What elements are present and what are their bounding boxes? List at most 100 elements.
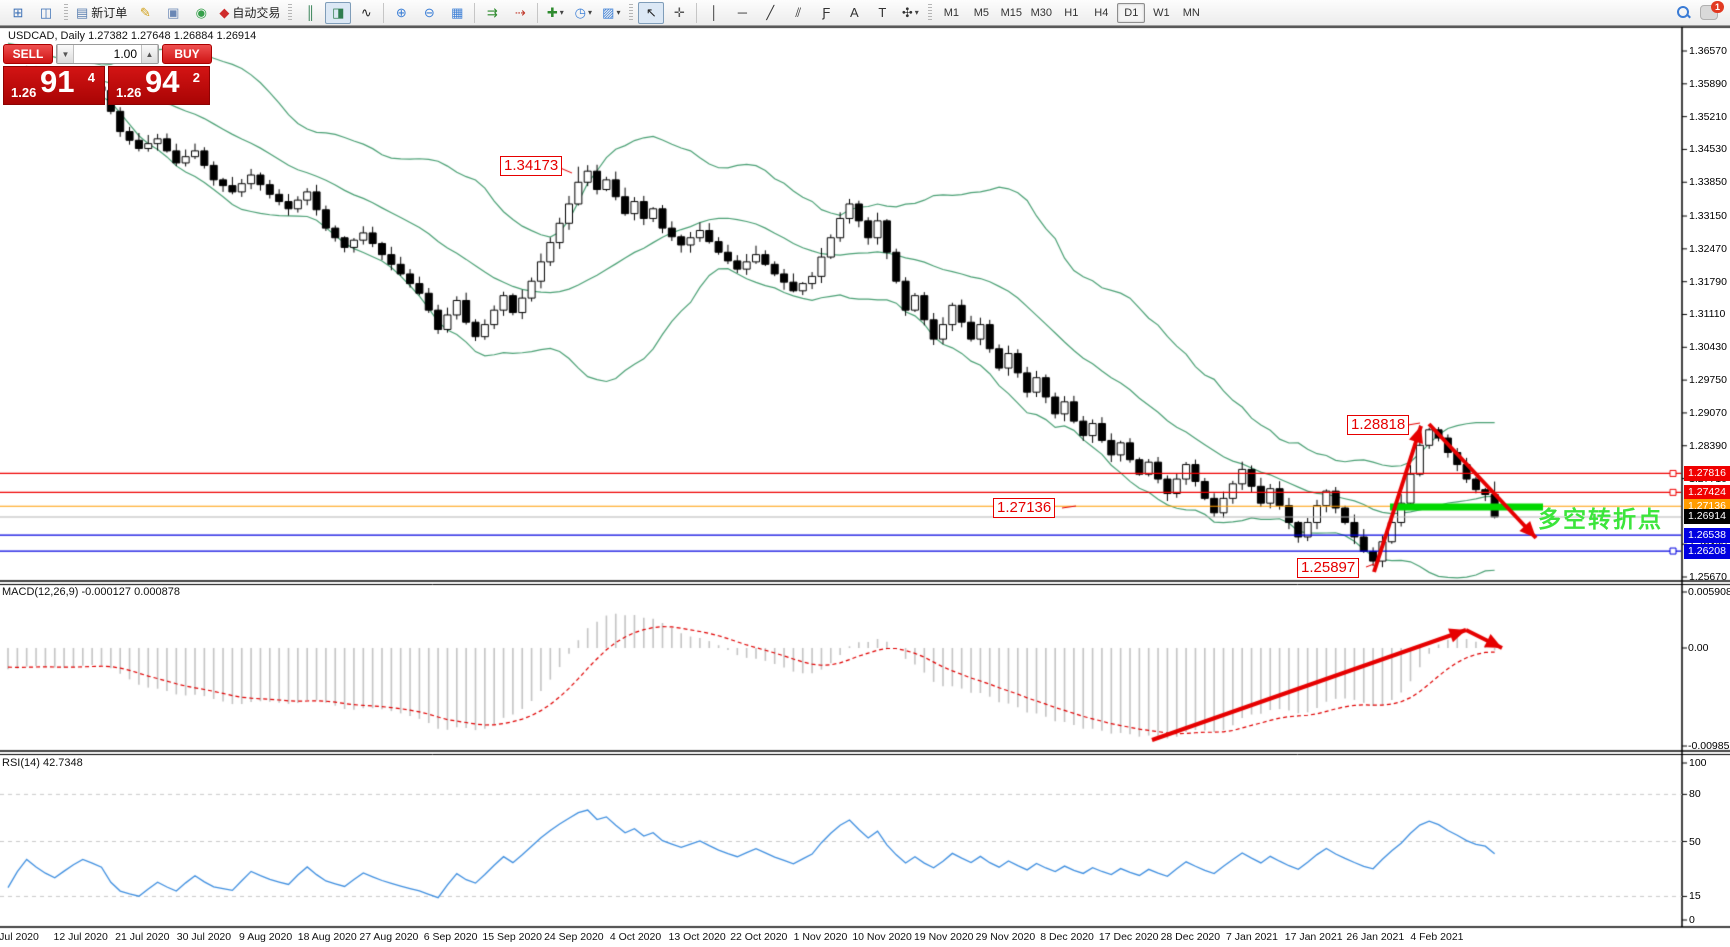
date-label: 8 Dec 2020 bbox=[1040, 931, 1094, 943]
date-label: 12 Jul 2020 bbox=[53, 931, 108, 943]
trendline-icon: ╱ bbox=[766, 5, 775, 20]
price-annotation-pivot-high[interactable]: 1.28818 bbox=[1347, 415, 1410, 435]
line-chart-button[interactable]: ∿ bbox=[353, 2, 379, 24]
terminal-icon: ▣ bbox=[167, 5, 180, 20]
chevron-down-icon[interactable]: ▾ bbox=[559, 8, 564, 17]
axis-tick-label: 80 bbox=[1689, 788, 1701, 801]
terminal-button[interactable]: ▣ bbox=[160, 2, 186, 24]
arrows-tool-icon: ✣ bbox=[901, 5, 913, 20]
new-order-button[interactable]: ▤ 新订单 bbox=[73, 2, 130, 24]
vertical-line-icon: │ bbox=[710, 5, 719, 20]
date-label: 30 Jul 2020 bbox=[176, 931, 232, 943]
lot-spinner[interactable]: ▼ 1.00 ▲ bbox=[56, 44, 159, 64]
date-label: 17 Dec 2020 bbox=[1098, 931, 1159, 943]
buy-button[interactable]: BUY bbox=[162, 44, 212, 64]
candlestick-chart-icon: ◨ bbox=[332, 5, 345, 20]
date-label: Jul 2020 bbox=[0, 931, 39, 943]
lot-value[interactable]: 1.00 bbox=[113, 47, 137, 61]
cursor-button[interactable]: ↖ bbox=[638, 1, 665, 24]
buy-price-sup: 2 bbox=[192, 70, 200, 85]
toolbar-grip[interactable] bbox=[928, 3, 933, 22]
new-chart-icon: ⊞ bbox=[12, 5, 24, 20]
fibonacci-icon: Ƒ bbox=[822, 5, 831, 20]
arrows-tool-button[interactable]: ✣ ▾ bbox=[897, 2, 923, 24]
indicators-button[interactable]: ✚ ▾ bbox=[542, 2, 568, 24]
text-button[interactable]: A bbox=[841, 2, 867, 24]
new-order-label: 新订单 bbox=[91, 6, 128, 20]
data-window-button[interactable]: ◫ bbox=[33, 2, 59, 24]
buy-price-tile[interactable]: 1.26 94 2 bbox=[108, 64, 210, 105]
candlestick-chart-button[interactable]: ◨ bbox=[325, 1, 352, 24]
autotrading-label: 自动交易 bbox=[232, 6, 281, 20]
lot-decrease-button[interactable]: ▼ bbox=[57, 45, 74, 63]
axis-tick-label: 1.34530 bbox=[1689, 143, 1727, 156]
timeframe-m15-button[interactable]: M15 bbox=[1000, 6, 1023, 19]
auto-scroll-icon: ⇉ bbox=[486, 5, 498, 20]
tile-windows-icon: ▦ bbox=[451, 5, 464, 20]
timeframe-m5-button[interactable]: M5 bbox=[973, 6, 989, 19]
date-label: 17 Jan 2021 bbox=[1284, 931, 1343, 943]
metaeditor-icon: ✎ bbox=[139, 5, 151, 20]
date-label: 26 Jan 2021 bbox=[1346, 931, 1405, 943]
trendline-button[interactable]: ╱ bbox=[757, 2, 783, 24]
timeframe-m1-button[interactable]: M1 bbox=[943, 6, 959, 19]
cn-pivot-note[interactable]: 多空转折点 bbox=[1538, 506, 1663, 532]
zoom-out-button[interactable]: ⊖ bbox=[416, 2, 442, 24]
auto-scroll-button[interactable]: ⇉ bbox=[479, 2, 505, 24]
new-chart-button[interactable]: ⊞ bbox=[5, 2, 31, 24]
fibonacci-button[interactable]: Ƒ bbox=[813, 2, 839, 24]
timeframe-mn-button[interactable]: MN bbox=[1182, 6, 1200, 19]
timeframe-d1-button[interactable]: D1 bbox=[1117, 2, 1146, 23]
horizontal-line-button[interactable]: ─ bbox=[729, 2, 755, 24]
lot-increase-button[interactable]: ▲ bbox=[141, 45, 158, 63]
toolbar: ⊞ ◫ ▤ 新订单 ✎ ▣ ◉ ◆ 自动交易 ║ ◨ ∿ ⊕ ⊖ ▦ ⇉ ⇢ ✚ ▾ ◷ ▾ ▨ ▾ ↖ ✛ │ ─ ╱ ⫽ Ƒ A T ✣ ▾ M… bbox=[0, 0, 1730, 26]
notification-badge: 1 bbox=[1710, 1, 1724, 13]
buy-price-big: 94 bbox=[145, 64, 180, 99]
vertical-line-button[interactable]: │ bbox=[701, 2, 727, 24]
tile-windows-button[interactable]: ▦ bbox=[444, 2, 470, 24]
autotrading-button[interactable]: ◆ 自动交易 bbox=[216, 2, 283, 24]
symbol-title: USDCAD, Daily 1.27382 1.27648 1.26884 1.… bbox=[8, 30, 257, 42]
equidistant-channel-button[interactable]: ⫽ bbox=[785, 2, 811, 24]
toolbar-grip[interactable] bbox=[64, 3, 68, 22]
zoom-in-button[interactable]: ⊕ bbox=[388, 2, 414, 24]
crosshair-button[interactable]: ✛ bbox=[666, 2, 692, 24]
date-label: 21 Jul 2020 bbox=[115, 931, 170, 943]
templates-button[interactable]: ▨ ▾ bbox=[598, 2, 624, 24]
chevron-down-icon[interactable]: ▾ bbox=[914, 8, 919, 17]
chevron-down-icon[interactable]: ▾ bbox=[616, 8, 621, 17]
text-label-button[interactable]: T bbox=[869, 2, 895, 24]
date-label: 27 Aug 2020 bbox=[359, 931, 419, 943]
periods-button[interactable]: ◷ ▾ bbox=[570, 2, 596, 24]
zoom-in-icon: ⊕ bbox=[395, 5, 407, 20]
notifications-icon[interactable]: 1 bbox=[1700, 1, 1724, 20]
price-annotation-mid[interactable]: 1.27136 bbox=[993, 498, 1056, 518]
timeframe-w1-button[interactable]: W1 bbox=[1153, 6, 1170, 19]
timeframe-m30-button[interactable]: M30 bbox=[1030, 6, 1053, 19]
search-icon[interactable] bbox=[1677, 6, 1691, 19]
date-label: 15 Sep 2020 bbox=[482, 931, 542, 943]
timeframe-h1-button[interactable]: H1 bbox=[1064, 6, 1079, 19]
metaeditor-button[interactable]: ✎ bbox=[132, 2, 158, 24]
toolbar-grip[interactable] bbox=[288, 3, 293, 22]
toolbar-grip[interactable] bbox=[629, 3, 634, 22]
toolbar-right: 1 bbox=[1677, 1, 1726, 20]
timeframe-h4-button[interactable]: H4 bbox=[1094, 6, 1109, 19]
date-label: 22 Oct 2020 bbox=[730, 931, 788, 943]
sell-button[interactable]: SELL bbox=[3, 44, 53, 64]
chevron-down-icon[interactable]: ▾ bbox=[587, 8, 592, 17]
date-label: 24 Sep 2020 bbox=[544, 931, 604, 943]
price-annotation-high[interactable]: 1.34173 bbox=[500, 156, 563, 176]
bar-chart-button[interactable]: ║ bbox=[297, 2, 323, 24]
date-label: 4 Feb 2021 bbox=[1410, 931, 1464, 943]
chart-shift-button[interactable]: ⇢ bbox=[507, 2, 533, 24]
signals-button[interactable]: ◉ bbox=[188, 2, 214, 24]
date-label: 28 Dec 2020 bbox=[1160, 931, 1221, 943]
sell-price-tile[interactable]: 1.26 91 4 bbox=[3, 64, 105, 105]
sell-price-big: 91 bbox=[40, 64, 75, 99]
new-order-icon: ▤ bbox=[76, 5, 89, 20]
price-annotation-pivot-low[interactable]: 1.25897 bbox=[1297, 558, 1360, 578]
bar-chart-icon: ║ bbox=[305, 5, 315, 20]
